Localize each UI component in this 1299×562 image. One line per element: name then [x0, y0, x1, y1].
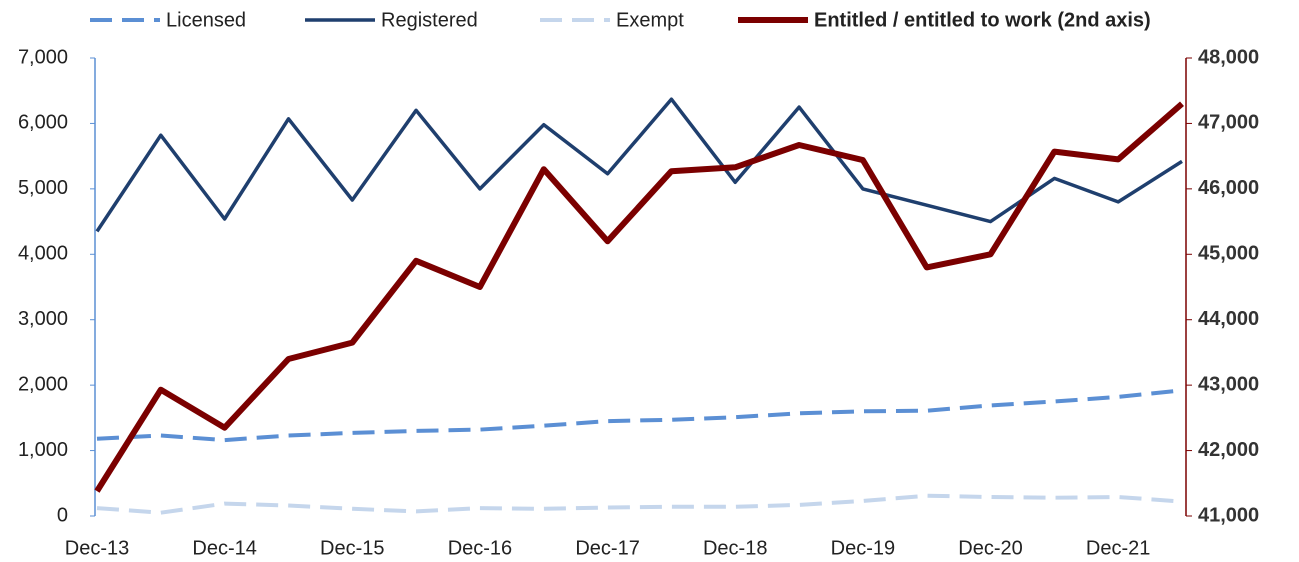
series-line	[94, 101, 1184, 493]
y-tick-label: 4,000	[18, 243, 68, 265]
x-tick-label: Dec-18	[703, 537, 767, 559]
y-tick-label: 2,000	[18, 373, 68, 395]
y-tick-label: 7,000	[18, 46, 68, 68]
y-tick-label: 5,000	[18, 177, 68, 199]
x-tick-label: Dec-14	[192, 537, 256, 559]
x-tick-label: Dec-16	[448, 537, 512, 559]
y-tick-label: 1,000	[18, 439, 68, 461]
legend-label: Registered	[381, 9, 478, 31]
y2-tick-label: 42,000	[1198, 439, 1259, 461]
y2-tick-label: 48,000	[1198, 46, 1259, 68]
series-line	[96, 493, 1183, 515]
x-tick-label: Dec-19	[831, 537, 895, 559]
legend-label: Entitled / entitled to work (2nd axis)	[814, 9, 1151, 31]
y2-tick-label: 41,000	[1198, 504, 1259, 526]
x-tick-label: Dec-17	[575, 537, 639, 559]
y-tick-label: 6,000	[18, 112, 68, 134]
series-line	[95, 97, 1183, 233]
x-tick-label: Dec-13	[65, 537, 129, 559]
y2-tick-label: 43,000	[1198, 373, 1259, 395]
x-tick-label: Dec-15	[320, 537, 384, 559]
legend-label: Exempt	[616, 9, 684, 31]
y2-tick-label: 46,000	[1198, 177, 1259, 199]
x-tick-label: Dec-20	[958, 537, 1022, 559]
y2-tick-label: 44,000	[1198, 308, 1259, 330]
x-tick-label: Dec-21	[1086, 537, 1150, 559]
y-tick-label: 0	[57, 504, 68, 526]
y-tick-label: 3,000	[18, 308, 68, 330]
series-line	[96, 388, 1183, 443]
y2-tick-label: 45,000	[1198, 243, 1259, 265]
y2-tick-label: 47,000	[1198, 112, 1259, 134]
legend-label: Licensed	[166, 9, 246, 31]
